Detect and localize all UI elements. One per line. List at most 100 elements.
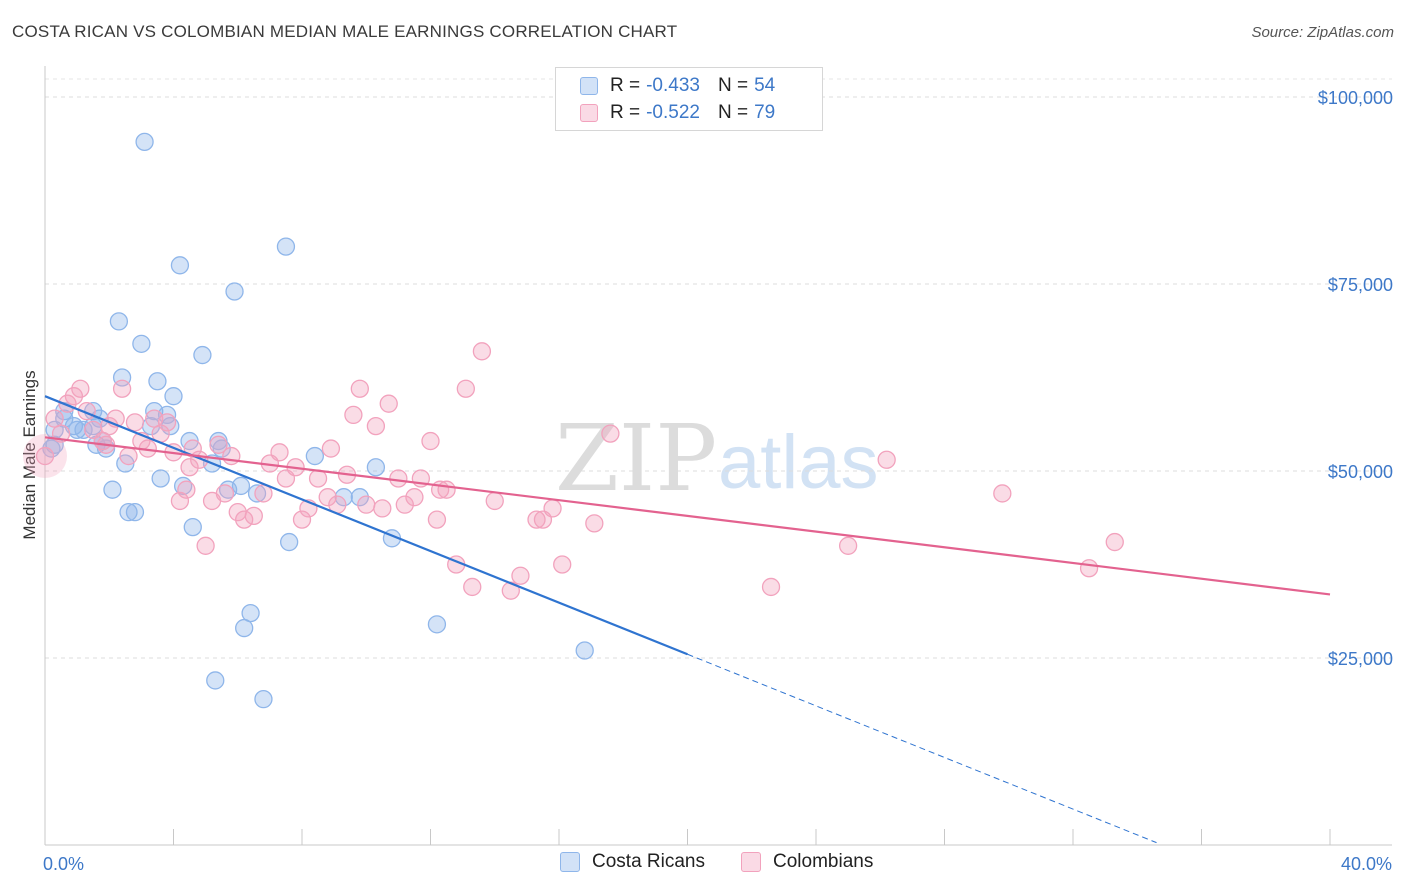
colombian-point (344, 405, 363, 425)
chart-title: COSTA RICAN VS COLOMBIAN MEDIAN MALE EAR… (12, 22, 678, 41)
costa-rican-point (125, 502, 145, 522)
watermark-atlas: atlas (718, 420, 879, 505)
legend-item-costa-ricans[interactable]: Costa Ricans (560, 851, 705, 873)
colombian-point (472, 342, 492, 361)
legend-r-label: R = (610, 75, 641, 96)
legend-row-costa-ricans: R = -0.433 N = 54 (580, 74, 775, 98)
colombian-point (157, 413, 177, 432)
legend-swatch-costa-ricans (580, 77, 598, 95)
costa-rican-point (305, 446, 325, 466)
colombian-point (373, 499, 392, 518)
costa-rican-point (170, 256, 190, 275)
costa-rican-point (279, 532, 299, 552)
y-tick-label: $25,000 (1328, 649, 1393, 669)
source-label: Source: ZipAtlas.com (1251, 24, 1394, 41)
watermark: ZIP atlas (555, 405, 879, 512)
colombian-point (209, 435, 228, 454)
colombian-point (1079, 559, 1099, 578)
colombian-point (838, 536, 858, 555)
colombian-point (292, 510, 312, 529)
correlation-legend: R = -0.433 N = 54 R = -0.522 N = 79 (555, 67, 823, 131)
legend-row-colombians: R = -0.522 N = 79 (580, 101, 775, 125)
costa-rican-point (247, 484, 267, 503)
colombian-point (64, 387, 84, 406)
costa-rican-point (132, 334, 151, 353)
colombian-point (180, 458, 199, 477)
axes (44, 66, 1392, 846)
watermark-zip: ZIP (555, 405, 717, 512)
colombian-point (270, 443, 289, 462)
tick-labels: $25,000 $50,000 $75,000 $100,000 0.0% 40.0% (43, 88, 1393, 874)
colombian-point (430, 480, 450, 499)
y-tick-label: $50,000 (1328, 462, 1393, 482)
colombian-point (456, 379, 475, 398)
colombian-point (601, 424, 620, 443)
costa-rican-point (366, 458, 386, 477)
colombian-point (463, 577, 482, 597)
y-tick-label: $100,000 (1318, 88, 1393, 108)
colombian-point (350, 379, 369, 398)
x-tick-label: 40.0% (1341, 854, 1392, 874)
trend-lines (44, 395, 1331, 844)
colombian-point (125, 413, 145, 432)
colombian-point (244, 506, 263, 526)
y-tick-label: $75,000 (1328, 275, 1393, 295)
costa-rican-point (575, 641, 594, 660)
costa-rican-point (183, 517, 202, 537)
colombian-point (177, 480, 196, 499)
costa-rican-point (164, 387, 183, 406)
costa-rican-point (135, 132, 154, 152)
legend-label-colombians: Colombians (773, 851, 874, 872)
colombian-point (389, 469, 408, 488)
colombian-point (761, 577, 781, 597)
grid-lines (45, 78, 1392, 659)
colombian-point (421, 431, 440, 451)
x-tick-label: 0.0% (43, 854, 84, 874)
colombian-point (196, 536, 215, 555)
colombian-point (395, 495, 414, 514)
legend-swatch-colombians (580, 104, 598, 122)
costa-rican-point (193, 345, 212, 365)
legend-n-value: 79 (754, 102, 776, 123)
costa-rican-trend-extension (687, 653, 1157, 844)
colombian-point-cluster (23, 434, 67, 479)
legend-r-value: -0.433 (646, 75, 700, 96)
data-points (23, 132, 1124, 709)
colombian-point (321, 439, 341, 458)
colombian-point (877, 450, 896, 469)
costa-rican-point (350, 488, 369, 507)
colombian-point (485, 491, 504, 511)
colombian-point (35, 446, 55, 466)
costa-rican-point (254, 689, 273, 709)
colombian-point (357, 495, 376, 514)
costa-rican-point (103, 480, 122, 499)
costa-rican-point (225, 282, 244, 301)
colombian-point (215, 484, 235, 503)
legend-r-label: R = (610, 102, 641, 123)
costa-rican-point (206, 671, 225, 690)
colombian-point (993, 484, 1012, 503)
legend-r-value: -0.522 (646, 102, 700, 123)
legend-swatch-colombians (741, 852, 761, 872)
colombian-point (318, 488, 337, 507)
costa-rican-point (151, 469, 170, 488)
colombian-point (366, 416, 386, 436)
colombian-point (112, 379, 132, 398)
colombian-point (235, 510, 254, 529)
colombian-point (379, 394, 398, 413)
colombian-point (427, 510, 447, 529)
colombian-point (511, 566, 530, 585)
costa-rican-point (148, 372, 167, 391)
colombian-point (585, 514, 604, 533)
costa-rican-point (109, 312, 129, 331)
legend-item-colombians[interactable]: Colombians (741, 851, 873, 873)
costa-rican-point (241, 603, 260, 623)
colombian-point (71, 379, 90, 398)
costa-rican-point (55, 409, 74, 428)
costa-rican-point (42, 439, 61, 458)
costa-rican-point (119, 502, 138, 522)
colombian-point (553, 555, 572, 574)
legend-n-label: N = (717, 102, 749, 123)
legend-n-value: 54 (754, 75, 776, 96)
